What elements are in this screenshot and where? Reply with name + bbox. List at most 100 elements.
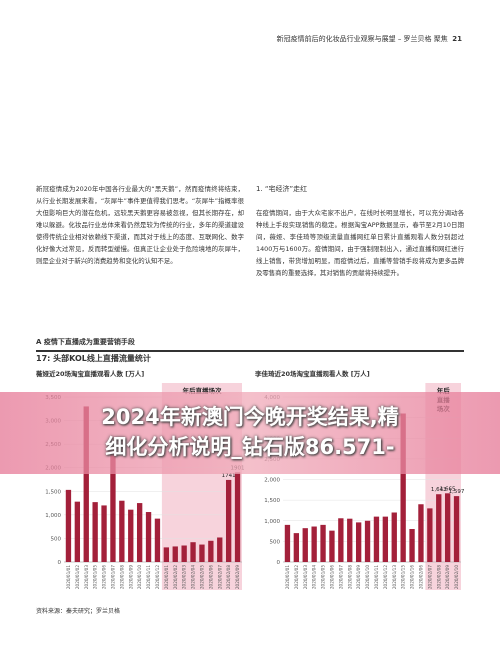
bar [409,529,415,562]
bar [163,547,170,562]
bar [83,406,89,562]
bar [172,546,178,562]
chart: 李佳琦近20场淘宝直播观看人数 [万人]年后直播场次05001,0001,500… [254,369,465,590]
x-tick-label: 2020/01/08 [347,565,352,589]
x-tick-label: 2020/01/01 [66,565,71,589]
x-tick-label: 2020/02/05 [199,565,204,589]
x-tick-label: 2020/01/02 [75,565,80,589]
x-tick-label: 2020/01/12 [383,565,388,589]
x-tick-label: 2020/01/12 [155,565,160,589]
bar [225,479,232,562]
bar [444,493,451,562]
x-tick-label: 2020/01/05 [93,565,98,589]
bar [145,512,152,562]
x-tick-label: 2020/01/06 [102,565,107,589]
bar [199,544,205,562]
bar [101,505,107,562]
x-tick-label: 2020/02/06 [418,565,423,589]
x-tick-label: 2020/02/01 [164,565,169,589]
bar [311,526,317,562]
bar [190,542,196,562]
x-tick-label: 2020/01/02 [294,565,299,589]
figure-title: 17: 头部KOL线上直播流量统计 [36,350,464,364]
x-tick-label: 2020/01/04 [312,565,317,589]
bar [128,509,134,562]
highlight-label: 年后直播场次 [182,386,222,395]
bar [453,496,460,562]
bar [92,502,98,562]
y-tick-label: 500 [51,536,62,542]
section-label: A 疫情下直播成为重要营销手段 [36,338,135,346]
y-tick-label: 1,500 [45,489,61,495]
x-tick-label: 2020/01/07 [110,565,115,589]
right-heading: 1. “宅经济”走红 [256,185,308,193]
right-text: 在疫情期间，由于大众宅家不出户，在线时长明显增长，可以充分调动各种线上手段实现销… [256,209,464,277]
source: 资料来源：秦夫研究；罗兰贝格 [36,608,121,615]
x-tick-label: 2020/01/03 [84,565,89,589]
header: 新冠疫情前后的化妆品行业观察与展望 – 罗兰贝格 聚焦 21 [277,34,462,44]
y-tick-label: 1,500 [264,498,280,504]
bar [329,530,335,562]
x-tick-label: 2020/01/07 [338,565,343,589]
x-tick-label: 2020/02/08 [226,565,231,589]
y-tick-label: 0 [58,560,62,566]
x-tick-label: 2020/01/03 [303,565,308,589]
bar [65,489,72,562]
bar [320,524,326,562]
bar [136,503,143,562]
y-tick-label: 0 [277,560,281,566]
bar [391,512,397,562]
x-tick-label: 2020/01/06 [329,565,334,589]
banner-line[interactable]: 2024年新澳门今晚开奖结果,精 [101,405,399,429]
x-tick-label: 2020/01/09 [128,565,133,589]
x-tick-label: 2020/02/09 [445,565,450,589]
y-tick-label: 1,000 [264,519,280,525]
bar [436,494,442,562]
bar [418,504,424,562]
x-tick-label: 2020/01/10 [137,565,142,589]
bar [284,524,291,562]
chart-title: 薇娅近20场淘宝直播观看人数 [万人] [35,369,144,378]
bar [355,522,362,562]
bar [373,516,380,562]
chart-title: 李佳琦近20场淘宝直播观看人数 [万人] [254,369,370,378]
x-tick-label: 2020/02/04 [191,565,196,589]
bar [181,545,187,562]
bar [347,518,353,562]
y-tick-label: 2,000 [264,478,280,484]
bar [427,508,433,562]
left-text: 新冠疫情成为2020年中国各行业最大的“黑天鹅”，然而疫情终将结束，从行业长期发… [36,185,244,265]
x-tick-label: 2020/01/10 [365,565,370,589]
data-label: 1,665 [440,486,456,492]
data-label: 1741 [222,473,236,479]
highlight-label: 年后 [437,386,451,395]
bar [154,518,161,562]
bar [119,500,125,562]
x-tick-label: 2020/02/03 [182,565,187,589]
x-tick-label: 2020/01/11 [374,565,379,589]
x-tick-label: 2020/02/08 [436,565,441,589]
x-tick-label: 2020/01/13 [392,565,397,589]
bar [302,528,308,562]
bar [208,540,214,562]
x-tick-label: 2020/02/02 [173,565,178,589]
x-tick-label: 2020/02/07 [217,565,222,589]
x-tick-label: 2020/01/11 [146,565,151,589]
bar [382,516,389,562]
banner-line[interactable]: 细化分析说明_钻石版86.571- [105,435,395,459]
bar [217,537,223,562]
header-title: 新冠疫情前后的化妆品行业观察与展望 – 罗兰贝格 聚焦 [276,35,448,43]
x-tick-label: 2020/02/10 [454,565,459,589]
page-number: 21 [452,35,462,43]
y-tick-label: 500 [270,539,281,545]
data-label: 1,643 [431,487,447,493]
x-tick-label: 2020/01/08 [119,565,124,589]
bar [293,533,300,562]
bar [234,472,241,562]
x-tick-label: 2020/02/07 [427,565,432,589]
x-tick-label: 2020/01/15 [401,565,406,589]
banner[interactable]: 2024年新澳门今晚开奖结果,精 细化分析说明_钻石版86.571- [0,392,500,474]
bar [338,518,344,562]
x-tick-label: 2020/02/09 [235,565,240,589]
